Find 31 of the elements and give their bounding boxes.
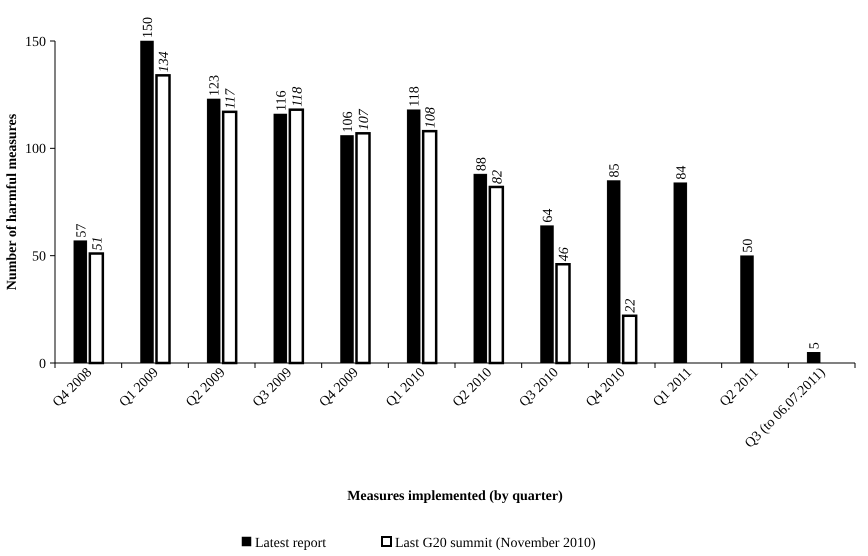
y-axis-title: Number of harmful measures bbox=[5, 113, 20, 290]
y-tick-label: 0 bbox=[39, 356, 46, 372]
data-label: 106 bbox=[341, 111, 356, 132]
data-label: 5 bbox=[808, 342, 823, 350]
data-label: 123 bbox=[208, 74, 223, 96]
data-label: 150 bbox=[141, 17, 156, 38]
data-label: 50 bbox=[741, 238, 756, 253]
legend-label: Latest report bbox=[255, 536, 326, 551]
legend-label: Last G20 summit (November 2010) bbox=[395, 536, 596, 551]
data-label: 85 bbox=[608, 164, 623, 178]
data-label: 64 bbox=[541, 208, 556, 223]
y-tick-label: 100 bbox=[25, 142, 46, 158]
x-axis-title: Measures implemented (by quarter) bbox=[347, 489, 564, 504]
x-tick-label: Q2 2011 bbox=[717, 365, 762, 410]
x-tick-label: Q1 2011 bbox=[650, 365, 696, 410]
y-tick-label: 150 bbox=[25, 34, 46, 50]
data-label: 134 bbox=[157, 51, 172, 72]
data-label: 108 bbox=[424, 107, 439, 128]
data-label: 84 bbox=[674, 166, 690, 180]
data-label: 118 bbox=[290, 86, 306, 107]
data-label: 107 bbox=[357, 108, 372, 130]
data-label: 51 bbox=[90, 236, 106, 251]
data-label: 88 bbox=[474, 157, 490, 172]
data-label: 116 bbox=[274, 90, 290, 111]
data-label: 22 bbox=[624, 298, 639, 313]
data-label: 82 bbox=[490, 170, 506, 184]
data-label: 118 bbox=[408, 86, 423, 107]
data-label: 57 bbox=[74, 224, 90, 238]
data-label: 117 bbox=[224, 88, 239, 109]
y-tick-label: 50 bbox=[32, 250, 46, 265]
data-label: 46 bbox=[557, 247, 572, 262]
